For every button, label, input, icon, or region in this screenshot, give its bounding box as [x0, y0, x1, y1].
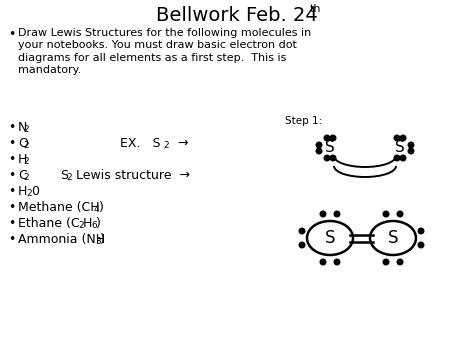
Text: •: •: [8, 201, 15, 214]
Circle shape: [408, 148, 414, 154]
Text: Lewis structure  →: Lewis structure →: [72, 169, 190, 182]
Text: 2: 2: [24, 173, 29, 182]
Circle shape: [334, 259, 340, 265]
Circle shape: [330, 135, 336, 141]
Text: •: •: [8, 137, 15, 150]
Ellipse shape: [370, 221, 416, 255]
Text: S: S: [325, 141, 335, 155]
Text: Methane (CH: Methane (CH: [18, 201, 100, 214]
Circle shape: [418, 228, 424, 234]
Text: Ethane (C: Ethane (C: [18, 217, 80, 230]
Text: Draw Lewis Structures for the following molecules in
your notebooks. You must dr: Draw Lewis Structures for the following …: [18, 28, 311, 75]
Circle shape: [299, 228, 305, 234]
Circle shape: [397, 259, 403, 265]
Text: 2: 2: [78, 221, 83, 230]
Text: •: •: [8, 121, 15, 134]
Text: EX.   S: EX. S: [120, 137, 161, 150]
Text: 2: 2: [24, 141, 29, 150]
Text: S: S: [395, 141, 405, 155]
Text: H: H: [18, 153, 27, 166]
Text: H: H: [18, 185, 27, 198]
Text: Step 1:: Step 1:: [285, 116, 322, 126]
Text: 0: 0: [31, 185, 39, 198]
Text: •: •: [8, 153, 15, 166]
Text: 2: 2: [24, 125, 29, 134]
Circle shape: [394, 135, 400, 141]
Text: 2: 2: [66, 173, 72, 182]
Text: O: O: [18, 137, 28, 150]
Text: •: •: [8, 185, 15, 198]
Text: H: H: [83, 217, 92, 230]
Text: →: →: [170, 137, 189, 150]
Text: ): ): [96, 217, 101, 230]
Text: •: •: [8, 169, 15, 182]
Circle shape: [334, 211, 340, 217]
Text: ): ): [99, 201, 104, 214]
Text: 6: 6: [91, 221, 97, 230]
Circle shape: [400, 155, 406, 161]
Circle shape: [383, 259, 389, 265]
Circle shape: [408, 142, 414, 148]
Circle shape: [330, 155, 336, 161]
Circle shape: [383, 211, 389, 217]
Text: 2: 2: [26, 189, 32, 198]
Text: N: N: [18, 121, 27, 134]
Text: 2: 2: [163, 141, 169, 150]
Text: Bellwork Feb. 24: Bellwork Feb. 24: [156, 6, 318, 25]
Circle shape: [418, 242, 424, 248]
Circle shape: [324, 135, 330, 141]
Text: •: •: [8, 233, 15, 246]
Ellipse shape: [307, 221, 353, 255]
Circle shape: [320, 259, 326, 265]
Circle shape: [320, 211, 326, 217]
Text: th: th: [310, 4, 321, 14]
Text: 2: 2: [24, 157, 29, 166]
Circle shape: [316, 148, 322, 154]
Circle shape: [299, 242, 305, 248]
Text: Ammonia (NH: Ammonia (NH: [18, 233, 105, 246]
Circle shape: [324, 155, 330, 161]
Text: C: C: [18, 169, 27, 182]
Text: •: •: [8, 217, 15, 230]
Text: •: •: [8, 28, 15, 41]
Text: 3: 3: [95, 237, 101, 246]
Text: ): ): [100, 233, 105, 246]
Text: S: S: [60, 169, 68, 182]
Circle shape: [394, 155, 400, 161]
Text: S: S: [388, 229, 398, 247]
Circle shape: [400, 135, 406, 141]
Circle shape: [397, 211, 403, 217]
Text: S: S: [325, 229, 335, 247]
Circle shape: [316, 142, 322, 148]
Text: 4: 4: [94, 205, 100, 214]
